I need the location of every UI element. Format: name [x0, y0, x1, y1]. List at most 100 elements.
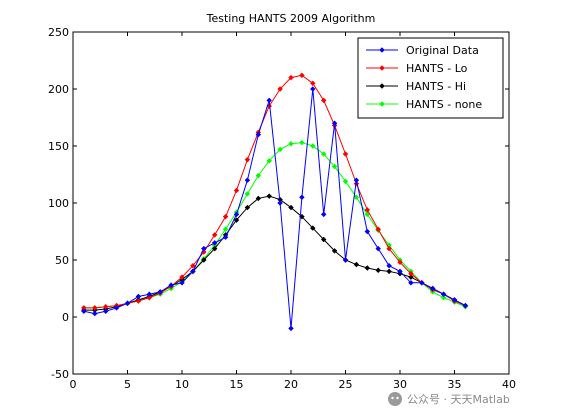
x-tick-label: 40	[502, 378, 516, 391]
data-point-original-data	[157, 289, 163, 295]
x-tick-label: 0	[70, 378, 77, 391]
y-tick-label: 150	[48, 140, 69, 153]
y-axis: -50 0 50 100 150 200 250	[48, 26, 509, 381]
data-point-hants-lo	[299, 72, 305, 79]
data-point-original-data	[168, 282, 174, 288]
data-point-original-data	[277, 200, 283, 206]
y-tick-label: -50	[51, 368, 69, 381]
data-point-hants-hi	[331, 248, 338, 254]
y-tick-label: 100	[48, 197, 69, 210]
data-point-original-data	[190, 268, 196, 275]
data-point-hants-lo	[179, 274, 185, 280]
data-point-original-data	[429, 285, 436, 292]
data-point-original-data	[92, 310, 98, 317]
series-hants-lo	[81, 72, 469, 311]
legend-label: HANTS - none	[406, 98, 482, 111]
data-point-hants-none	[353, 194, 360, 201]
series-original-data	[81, 86, 469, 332]
data-point-hants-lo	[386, 245, 392, 252]
watermark-text: 公众号 · 天天Matlab	[407, 393, 510, 406]
data-point-hants-lo	[408, 270, 414, 277]
data-point-hants-hi	[255, 195, 262, 202]
data-point-original-data	[288, 325, 294, 332]
data-point-original-data	[124, 300, 131, 307]
data-point-original-data	[440, 291, 447, 297]
watermark-icon	[388, 392, 402, 406]
data-point-original-data	[320, 211, 327, 218]
legend-swatch-marker	[379, 101, 385, 107]
data-point-hants-lo	[190, 262, 196, 269]
data-point-original-data	[419, 280, 425, 286]
data-point-hants-lo	[375, 226, 381, 232]
x-tick-label: 25	[339, 378, 353, 391]
data-point-hants-lo	[222, 213, 229, 220]
data-point-original-data	[201, 245, 207, 252]
x-axis: 0 5 10 15 20 25 30 35 40	[70, 32, 516, 391]
legend-label: HANTS - Lo	[406, 62, 468, 75]
legend-swatch-marker	[379, 83, 385, 89]
data-point-original-data	[299, 194, 305, 201]
x-tick-label: 15	[230, 378, 244, 391]
data-point-hants-none	[299, 139, 305, 146]
data-point-original-data	[255, 131, 262, 138]
data-point-hants-none	[331, 163, 338, 170]
data-point-hants-lo	[277, 86, 283, 92]
data-point-original-data	[113, 305, 120, 311]
data-point-hants-none	[277, 146, 283, 153]
legend-entry-hants-lo: HANTS - Lo	[366, 62, 468, 75]
x-tick-label: 30	[393, 378, 407, 391]
watermark-icon-eye-right	[396, 396, 399, 400]
data-point-original-data	[266, 97, 272, 104]
data-point-hants-hi	[266, 193, 272, 199]
watermark: 公众号 · 天天Matlab	[388, 392, 510, 406]
data-point-hants-hi	[288, 204, 294, 211]
data-point-hants-lo	[320, 97, 327, 104]
data-point-hants-none	[288, 140, 294, 147]
data-point-original-data	[408, 280, 414, 286]
x-tick-label: 10	[175, 378, 189, 391]
data-point-hants-hi	[320, 236, 327, 243]
data-point-original-data	[222, 234, 229, 240]
data-point-hants-none	[364, 211, 371, 218]
data-point-hants-none	[266, 158, 272, 164]
data-point-original-data	[310, 86, 316, 92]
data-point-hants-hi	[233, 217, 240, 223]
data-point-hants-none	[320, 151, 327, 157]
data-point-original-data	[364, 228, 371, 235]
data-point-hants-hi	[408, 274, 414, 280]
data-point-hants-lo	[135, 298, 142, 304]
data-point-original-data	[353, 177, 360, 183]
legend-entry-hants-hi: HANTS - Hi	[366, 80, 466, 93]
data-point-original-data	[233, 211, 240, 218]
y-tick-label: 50	[55, 254, 69, 267]
data-point-original-data	[331, 120, 338, 126]
data-point-hants-none	[255, 172, 262, 179]
data-point-original-data	[397, 268, 403, 275]
data-point-original-data	[462, 302, 469, 309]
data-point-hants-lo	[342, 151, 349, 157]
y-tick-label: 200	[48, 83, 69, 96]
data-point-hants-lo	[244, 156, 251, 163]
data-point-hants-lo	[211, 232, 218, 238]
data-point-original-data	[135, 293, 142, 300]
legend-swatch-marker	[379, 47, 385, 53]
data-point-original-data	[146, 291, 153, 297]
watermark-icon-eye-left	[391, 396, 394, 400]
data-point-original-data	[179, 280, 185, 286]
data-point-hants-lo	[288, 74, 294, 81]
data-point-hants-hi	[310, 225, 316, 231]
data-point-hants-hi	[375, 267, 381, 273]
legend-label: Original Data	[406, 44, 479, 57]
x-tick-label: 35	[448, 378, 462, 391]
data-point-original-data	[386, 262, 392, 269]
y-tick-label: 0	[62, 311, 69, 324]
data-point-hants-none	[244, 191, 251, 197]
data-point-hants-lo	[310, 80, 316, 87]
data-point-hants-hi	[211, 245, 218, 252]
data-point-original-data	[375, 245, 381, 252]
data-point-original-data	[102, 308, 109, 315]
data-point-hants-lo	[233, 187, 240, 194]
data-point-hants-lo	[92, 305, 98, 311]
legend-entry-original-data: Original Data	[366, 44, 479, 57]
